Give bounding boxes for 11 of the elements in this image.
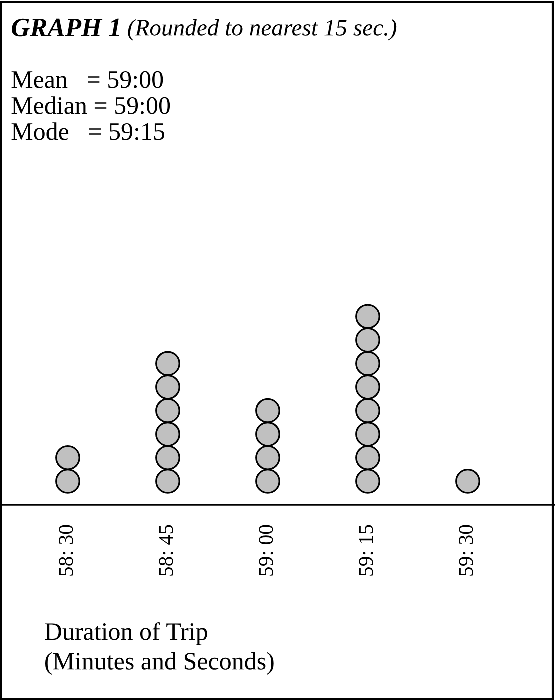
text: Median = 59:00 (12, 96, 170, 114)
x-tick-label: 59: 30 (459, 525, 474, 576)
x-axis-title: Duration of Trip (Minutes and Seconds) (45, 622, 274, 675)
chart-subtitle: (Rounded to nearest 15 sec.) (128, 19, 397, 41)
text: Mode = 59:15 (12, 122, 164, 140)
x-tick-label: 59: 00 (259, 525, 274, 576)
x-tick-label: 59: 15 (359, 525, 374, 576)
chart-title: GRAPH 1 (12, 18, 120, 37)
x-tick-label: 58: 30 (59, 525, 74, 576)
text: Mean = 59:00 (12, 71, 164, 88)
x-tick-label: 58: 45 (159, 525, 174, 576)
